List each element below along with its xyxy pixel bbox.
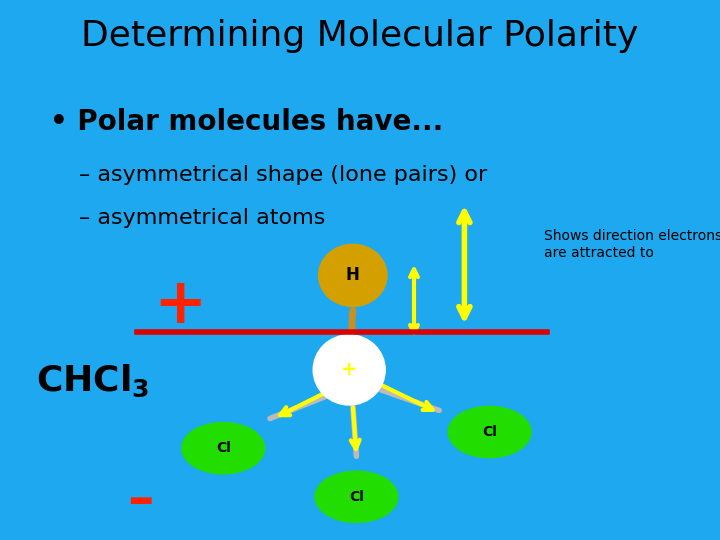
Text: • Polar molecules have...: • Polar molecules have... bbox=[50, 108, 444, 136]
Text: H: H bbox=[346, 266, 360, 285]
Ellipse shape bbox=[448, 406, 531, 458]
Text: Shows direction electrons
are attracted to: Shows direction electrons are attracted … bbox=[544, 230, 720, 260]
Text: +: + bbox=[341, 360, 357, 380]
Text: Determining Molecular Polarity: Determining Molecular Polarity bbox=[81, 19, 639, 53]
Text: Cl: Cl bbox=[349, 490, 364, 504]
Text: – asymmetrical shape (lone pairs) or: – asymmetrical shape (lone pairs) or bbox=[79, 165, 487, 185]
Ellipse shape bbox=[313, 335, 385, 405]
Text: $\mathbf{CHCl_3}$: $\mathbf{CHCl_3}$ bbox=[36, 362, 150, 399]
Ellipse shape bbox=[181, 422, 265, 474]
Text: – asymmetrical atoms: – asymmetrical atoms bbox=[79, 208, 325, 228]
Text: +: + bbox=[153, 274, 207, 336]
Text: Cl: Cl bbox=[216, 441, 230, 455]
Ellipse shape bbox=[319, 244, 387, 306]
Text: –: – bbox=[127, 474, 153, 525]
Text: Cl: Cl bbox=[482, 425, 497, 439]
Ellipse shape bbox=[315, 471, 397, 523]
